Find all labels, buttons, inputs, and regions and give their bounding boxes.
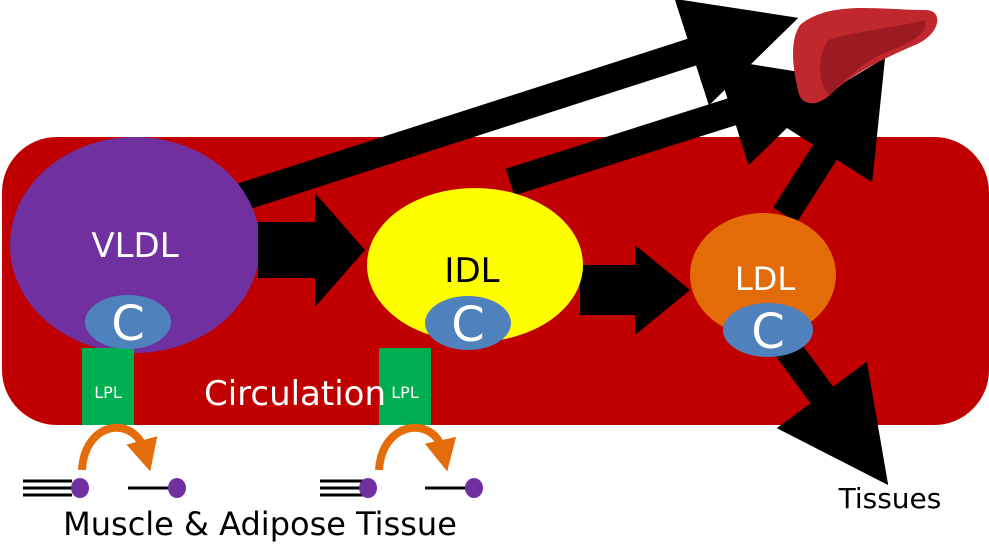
ldl-particle bbox=[690, 213, 836, 337]
apoc-label-idl: C bbox=[451, 297, 485, 353]
hydrolysis-arrow-1 bbox=[78, 423, 158, 472]
vldl-label: VLDL bbox=[91, 226, 178, 266]
idl-to-ldl-arrow bbox=[580, 245, 690, 335]
idl-label: IDL bbox=[444, 251, 499, 291]
lpl-enzyme-1 bbox=[82, 348, 134, 425]
apoc-ldl bbox=[723, 303, 813, 357]
fatty-acid-icon-2 bbox=[425, 478, 483, 498]
ldl-label: LDL bbox=[735, 260, 795, 298]
vldl-to-idl-arrow bbox=[258, 193, 365, 307]
vldl-to-liver-arrow bbox=[190, 0, 799, 226]
tissues-label: Tissues bbox=[838, 482, 942, 515]
ldl-to-liver-arrow bbox=[773, 57, 886, 223]
apoc-label-ldl: C bbox=[751, 304, 785, 360]
circulation-label: Circulation bbox=[204, 374, 386, 414]
hydrolysis-arrow-2 bbox=[375, 423, 457, 472]
triglyceride-icon-2 bbox=[320, 478, 377, 498]
muscle-adipose-label: Muscle & Adipose Tissue bbox=[63, 505, 457, 543]
fatty-acid-icon-1 bbox=[128, 478, 186, 498]
apoc-label-vldl: C bbox=[111, 296, 145, 352]
apoc-vldl bbox=[85, 295, 171, 349]
lpl-label-1: LPL bbox=[94, 383, 122, 402]
triglyceride-icon-1 bbox=[23, 478, 89, 498]
ldl-to-tissues-arrow bbox=[773, 336, 889, 486]
liver-icon bbox=[793, 8, 938, 104]
vldl-particle bbox=[10, 137, 260, 353]
apoc-idl bbox=[425, 296, 511, 350]
idl-to-liver-arrow bbox=[505, 58, 839, 196]
idl-particle bbox=[367, 188, 583, 342]
lpl-enzyme-2 bbox=[379, 348, 431, 425]
lpl-label-2: LPL bbox=[391, 383, 419, 402]
